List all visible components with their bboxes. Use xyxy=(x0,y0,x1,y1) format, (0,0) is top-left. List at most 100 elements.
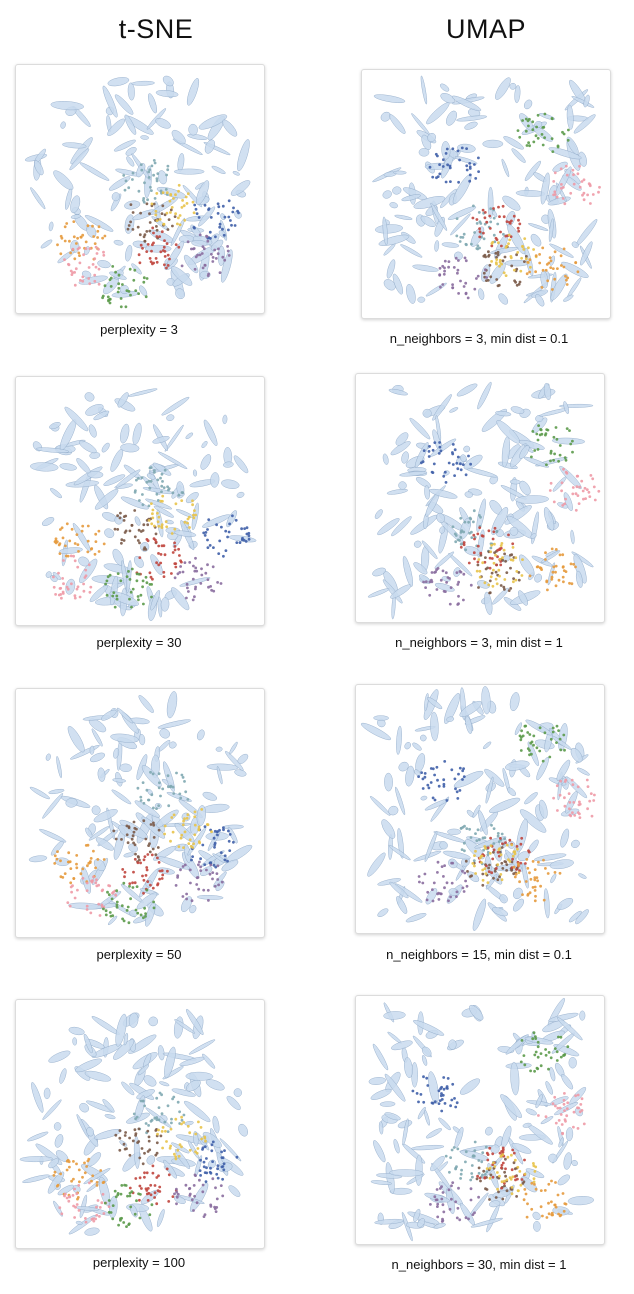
data-point-green xyxy=(519,1060,523,1064)
data-point-orange xyxy=(54,537,58,541)
data-point-brown xyxy=(512,577,515,580)
data-point-gold xyxy=(169,211,172,214)
data-point-red xyxy=(486,1153,490,1156)
data-point-gold xyxy=(163,824,167,828)
data-point-gold xyxy=(513,268,516,272)
data-point-red xyxy=(128,1186,132,1190)
uncertainty-ellipse xyxy=(89,585,108,603)
data-point-gold xyxy=(488,851,492,855)
data-point-orange xyxy=(526,260,530,264)
data-point-pink xyxy=(552,180,556,183)
tsne-column-title: t-SNE xyxy=(118,14,194,44)
data-point-green xyxy=(141,579,145,583)
uncertainty-ellipse xyxy=(447,828,462,835)
data-point-pink xyxy=(560,183,563,186)
data-point-purple xyxy=(207,899,210,902)
data-point-purple xyxy=(211,565,215,569)
data-point-gold xyxy=(156,520,160,524)
data-point-brown xyxy=(494,251,498,255)
data-point-blue xyxy=(458,158,461,162)
data-point-brown xyxy=(488,263,492,267)
uncertainty-ellipse xyxy=(75,1220,83,1225)
data-point-teal xyxy=(157,804,161,807)
data-point-gold xyxy=(515,570,519,573)
data-point-purple xyxy=(200,252,204,255)
data-point-orange xyxy=(557,578,561,582)
data-point-orange xyxy=(101,1181,105,1184)
uncertainty-ellipse xyxy=(91,1043,122,1058)
uncertainty-ellipse xyxy=(496,420,520,444)
data-point-red xyxy=(178,554,181,557)
data-point-pink xyxy=(67,262,70,266)
data-point-blue xyxy=(468,162,472,165)
data-point-brown xyxy=(494,570,498,574)
data-point-purple xyxy=(452,266,456,269)
data-point-purple xyxy=(216,581,220,584)
data-point-pink xyxy=(108,884,112,888)
data-point-teal xyxy=(149,185,152,189)
data-point-gold xyxy=(158,218,162,221)
data-point-gold xyxy=(197,827,201,831)
uncertainty-ellipse xyxy=(489,1200,501,1208)
data-point-pink xyxy=(564,778,568,782)
data-point-orange xyxy=(81,524,85,528)
uncertainty-ellipse xyxy=(399,471,428,477)
data-point-red xyxy=(163,239,166,243)
data-point-orange xyxy=(102,542,106,546)
data-point-red xyxy=(155,1176,159,1179)
data-point-teal xyxy=(143,1104,146,1108)
data-point-gold xyxy=(182,1121,186,1124)
data-point-brown xyxy=(510,264,514,268)
data-point-green xyxy=(519,738,523,742)
data-point-pink xyxy=(81,275,85,279)
data-point-orange xyxy=(78,1180,81,1184)
data-point-teal xyxy=(477,1159,481,1162)
data-point-blue xyxy=(223,215,227,219)
data-point-purple xyxy=(223,258,227,262)
data-point-teal xyxy=(460,529,464,533)
data-point-pink xyxy=(583,486,587,490)
data-point-red xyxy=(151,577,154,581)
data-point-gold xyxy=(481,868,485,872)
data-point-pink xyxy=(563,1092,566,1095)
data-point-gold xyxy=(169,193,173,196)
data-point-pink xyxy=(73,1216,76,1219)
uncertainty-ellipse xyxy=(184,1120,194,1126)
data-point-purple xyxy=(181,570,185,574)
data-point-brown xyxy=(503,552,506,556)
uncertainty-ellipse xyxy=(432,394,452,421)
data-point-brown xyxy=(497,283,501,287)
data-point-brown xyxy=(143,233,147,237)
uncertainty-ellipse xyxy=(434,551,455,569)
data-point-pink xyxy=(73,594,77,598)
data-point-orange xyxy=(562,1209,566,1213)
data-point-pink xyxy=(62,582,65,586)
data-point-blue xyxy=(206,546,210,549)
uncertainty-ellipse xyxy=(168,741,177,749)
data-point-green xyxy=(134,908,138,912)
data-point-blue xyxy=(235,1155,239,1159)
uncertainty-ellipse xyxy=(45,753,51,761)
data-point-purple xyxy=(456,583,460,586)
data-point-blue xyxy=(459,468,463,472)
data-point-gold xyxy=(164,520,168,524)
data-point-red xyxy=(512,214,516,218)
data-point-green xyxy=(536,1045,540,1049)
data-point-purple xyxy=(203,264,207,267)
data-point-orange xyxy=(70,527,74,531)
uncertainty-ellipse xyxy=(174,1148,191,1170)
data-point-teal xyxy=(152,159,156,162)
data-point-gold xyxy=(490,242,494,245)
uncertainty-ellipse xyxy=(57,1184,74,1196)
uncertainty-ellipse xyxy=(552,476,567,492)
uncertainty-ellipse xyxy=(532,1211,541,1220)
data-point-pink xyxy=(565,173,569,177)
data-point-blue xyxy=(211,1140,215,1144)
data-point-blue xyxy=(207,208,210,212)
uncertainty-ellipse xyxy=(125,244,133,262)
data-point-pink xyxy=(88,590,92,594)
data-point-green xyxy=(135,885,139,888)
data-point-pink xyxy=(578,800,581,804)
data-point-blue xyxy=(477,170,480,173)
data-point-brown xyxy=(481,883,485,887)
